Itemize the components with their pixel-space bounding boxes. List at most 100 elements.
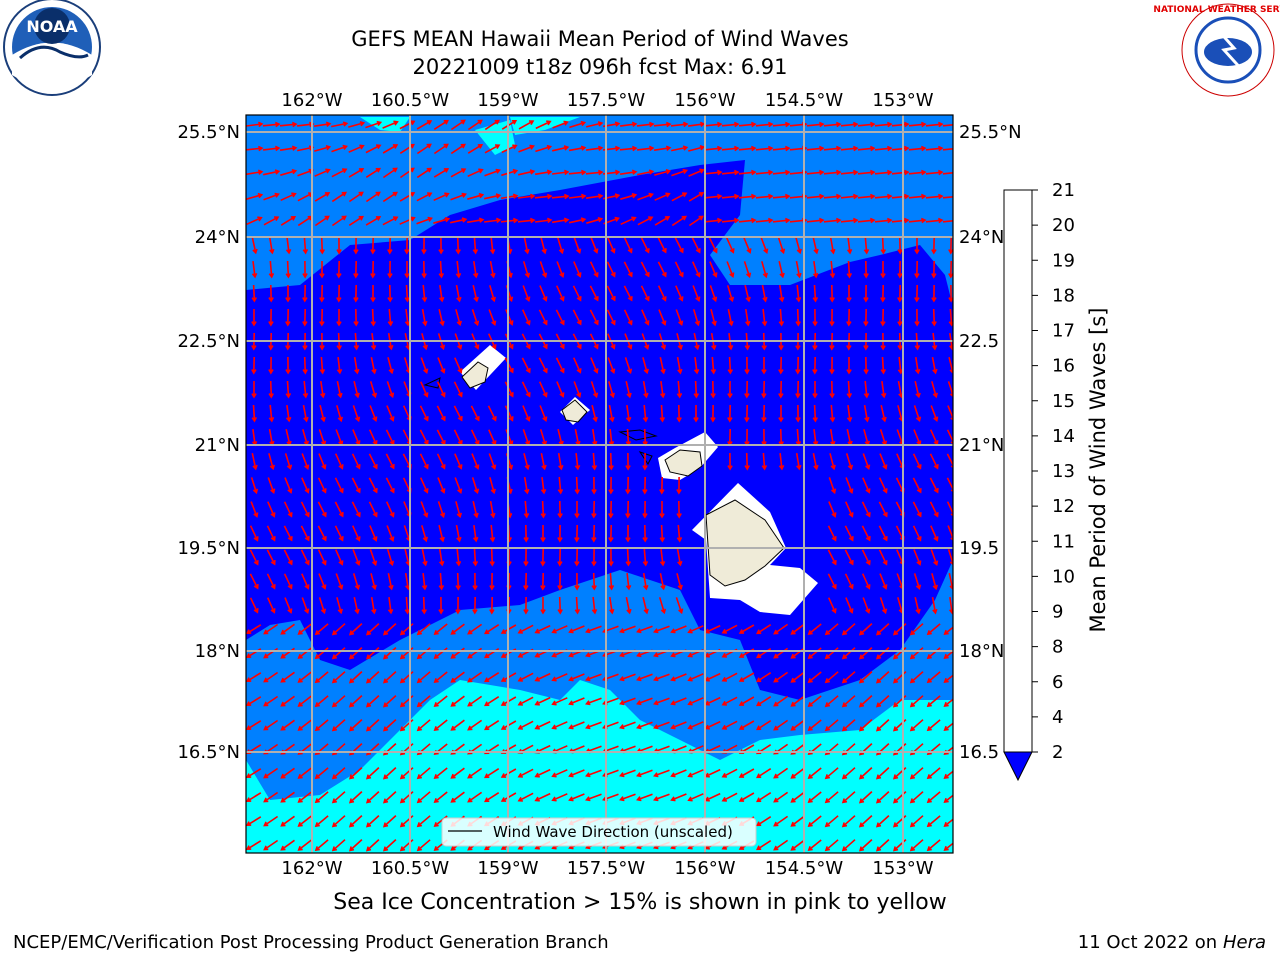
wind-wave-arrow xyxy=(660,524,664,542)
wind-wave-arrow xyxy=(813,428,817,446)
wind-wave-arrow xyxy=(840,147,858,151)
wind-wave-arrow xyxy=(572,285,582,301)
wind-wave-arrow-head xyxy=(631,145,638,152)
wind-wave-arrow-head xyxy=(416,654,423,660)
wind-wave-arrow-head xyxy=(807,678,813,683)
wind-wave-arrow xyxy=(710,309,716,325)
wind-wave-arrow-head xyxy=(257,192,264,199)
wind-wave-arrow-head xyxy=(421,609,427,615)
wind-wave-arrow xyxy=(484,792,500,802)
wind-wave-arrow xyxy=(727,309,733,325)
wind-wave-arrow-head xyxy=(490,296,496,303)
wind-wave-arrow-head xyxy=(348,654,355,660)
wind-wave-arrow-head xyxy=(251,272,258,279)
wind-wave-arrow-head xyxy=(619,652,625,658)
wind-wave-arrow-head xyxy=(636,700,642,706)
wind-wave-arrow-head xyxy=(687,724,693,730)
wind-wave-arrow xyxy=(303,236,307,254)
wind-wave-arrow-head xyxy=(257,216,263,222)
wind-wave-arrow xyxy=(353,356,359,374)
wind-wave-arrow xyxy=(739,672,755,682)
wind-wave-arrow-head xyxy=(319,273,325,279)
wind-wave-arrow-head xyxy=(795,321,801,327)
wind-wave-arrow-head xyxy=(410,120,416,126)
wind-wave-arrow-head xyxy=(457,488,463,494)
wind-wave-arrow-head xyxy=(869,169,876,176)
wind-wave-arrow xyxy=(773,623,789,635)
wind-wave-arrow xyxy=(791,647,805,659)
wind-wave-arrow xyxy=(671,169,687,177)
wind-wave-arrow-head xyxy=(955,171,959,175)
wind-wave-arrow xyxy=(842,767,856,779)
colorbar-tick-label: 17 xyxy=(1052,321,1075,342)
wind-wave-arrow-head xyxy=(382,846,389,852)
wind-wave-arrow-head xyxy=(807,798,813,803)
wind-wave-arrow-head xyxy=(270,512,276,518)
wind-wave-arrow-head xyxy=(882,584,888,590)
colorbar-tick-label: 13 xyxy=(1052,461,1075,482)
wind-wave-arrow xyxy=(382,191,398,203)
wind-wave-arrow xyxy=(879,453,887,469)
wind-wave-arrow-head xyxy=(863,369,869,375)
wind-wave-arrow-head xyxy=(353,321,359,327)
wind-wave-arrow-head xyxy=(636,796,642,802)
wind-wave-arrow xyxy=(859,719,873,731)
wind-wave-arrow xyxy=(285,429,291,445)
wind-wave-arrow-head xyxy=(314,678,320,684)
wind-wave-arrow xyxy=(688,673,704,681)
wind-wave-arrow-head xyxy=(270,536,276,542)
wind-wave-arrow-head xyxy=(433,678,439,683)
wind-wave-arrow xyxy=(349,767,363,779)
wind-wave-arrow-head xyxy=(767,145,774,152)
wind-wave-arrow xyxy=(552,697,568,705)
wind-wave-arrow xyxy=(637,793,653,801)
wind-wave-arrow xyxy=(438,525,444,541)
wind-wave-arrow-head xyxy=(677,560,683,567)
wind-wave-arrow-head xyxy=(473,512,479,519)
wind-wave-arrow xyxy=(609,596,613,614)
wind-wave-arrow xyxy=(942,147,953,151)
wind-wave-arrow xyxy=(725,237,735,253)
wind-wave-arrow xyxy=(368,477,378,493)
wind-wave-arrow-head xyxy=(252,464,258,471)
wind-wave-arrow xyxy=(623,261,633,277)
wind-wave-arrow-head xyxy=(257,121,264,128)
wind-wave-arrow-head xyxy=(818,217,825,224)
wind-wave-arrow xyxy=(419,429,429,445)
wind-wave-arrow-head xyxy=(302,369,308,375)
wind-wave-arrow xyxy=(269,380,273,398)
wind-wave-arrow xyxy=(586,673,602,681)
wind-wave-arrow-head xyxy=(500,653,507,658)
wind-wave-arrow-head xyxy=(796,248,802,255)
wind-wave-arrow-head xyxy=(665,121,672,128)
wind-wave-arrow-head xyxy=(733,217,740,224)
wind-wave-arrow xyxy=(738,123,756,127)
wind-wave-arrow xyxy=(876,815,890,827)
wind-wave-arrow xyxy=(756,816,772,826)
wind-wave-arrow xyxy=(590,357,598,373)
wind-wave-arrow xyxy=(944,842,953,851)
wind-wave-arrow xyxy=(637,745,653,753)
wind-wave-arrow-head xyxy=(682,168,689,175)
wind-wave-arrow xyxy=(266,573,276,589)
wind-wave-arrow xyxy=(298,767,312,779)
wind-wave-arrow-head xyxy=(886,193,893,200)
wind-wave-arrow xyxy=(739,720,755,730)
wind-wave-arrow xyxy=(657,237,667,253)
wind-wave-arrow-head xyxy=(767,169,774,176)
wind-wave-arrow-head xyxy=(511,120,518,125)
wind-wave-arrow-head xyxy=(733,169,740,176)
wind-wave-arrow xyxy=(927,647,941,659)
wind-wave-arrow-head xyxy=(551,724,557,730)
wind-wave-arrow-head xyxy=(542,416,548,422)
sea-long-period xyxy=(246,680,953,853)
wind-wave-arrow xyxy=(927,791,941,803)
wind-wave-arrow-head xyxy=(495,168,501,174)
wind-wave-arrow-head xyxy=(848,536,854,542)
wind-wave-arrow-head xyxy=(881,416,887,423)
wind-wave-arrow xyxy=(249,597,259,613)
wind-wave-arrow-head xyxy=(314,726,320,732)
wind-wave-arrow xyxy=(315,671,329,683)
wind-wave-arrow xyxy=(334,453,344,469)
wind-wave-arrow xyxy=(286,260,290,278)
